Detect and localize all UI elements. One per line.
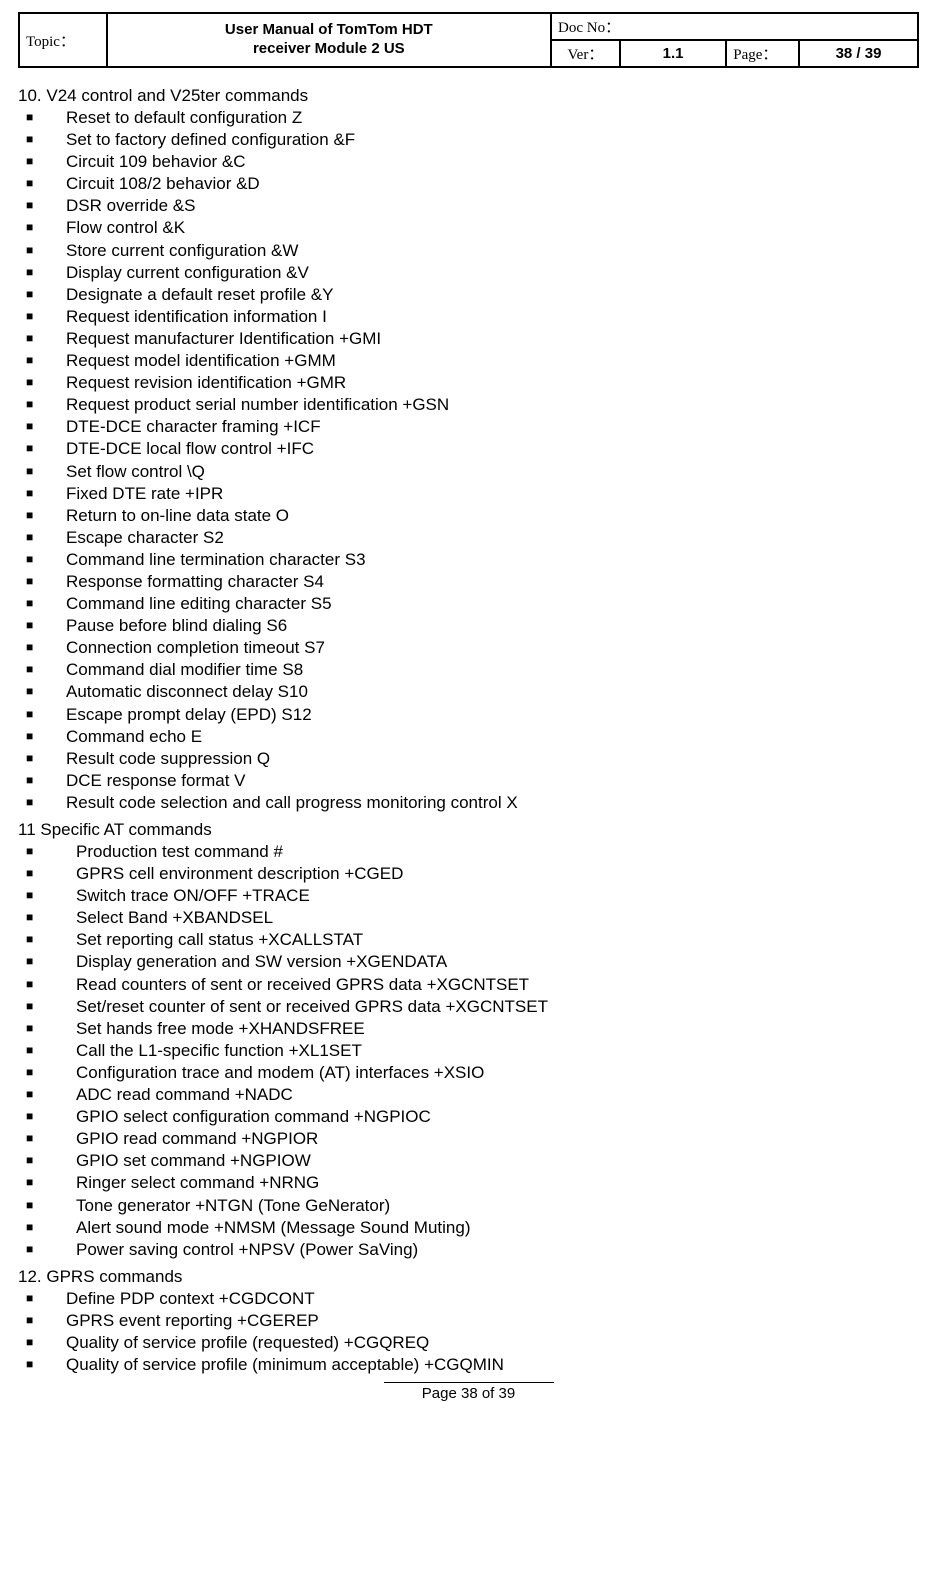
list-item: Ringer select command +NRNG	[18, 1172, 919, 1194]
list-item: Response formatting character S4	[18, 571, 919, 593]
list-item: Request revision identification +GMR	[18, 372, 919, 394]
list-item: Set to factory defined configuration &F	[18, 129, 919, 151]
list-item: Request identification information I	[18, 306, 919, 328]
list-item: Alert sound mode +NMSM (Message Sound Mu…	[18, 1217, 919, 1239]
ver-value: 1.1	[620, 40, 726, 67]
topic-label: Topic：	[19, 13, 107, 67]
title-line-1: User Manual of TomTom HDT	[225, 21, 433, 38]
docno-cell: Doc No：	[551, 13, 918, 40]
list-item: Power saving control +NPSV (Power SaVing…	[18, 1239, 919, 1261]
list-item: Select Band +XBANDSEL	[18, 907, 919, 929]
list-item: Define PDP context +CGDCONT	[18, 1288, 919, 1310]
document-title: User Manual of TomTom HDT receiver Modul…	[107, 13, 551, 67]
page-label: Page：	[726, 40, 799, 67]
list-item: Production test command #	[18, 841, 919, 863]
list-item: Automatic disconnect delay S10	[18, 681, 919, 703]
list-item: Return to on-line data state O	[18, 505, 919, 527]
list-item: DTE-DCE character framing +ICF	[18, 416, 919, 438]
list-item: Fixed DTE rate +IPR	[18, 483, 919, 505]
list-item: Result code suppression Q	[18, 748, 919, 770]
list-item: Switch trace ON/OFF +TRACE	[18, 885, 919, 907]
list-item: Set flow control \Q	[18, 461, 919, 483]
list-item: Circuit 108/2 behavior &D	[18, 173, 919, 195]
list-item: Configuration trace and modem (AT) inter…	[18, 1062, 919, 1084]
list-item: Request model identification +GMM	[18, 350, 919, 372]
section-10-title: 10. V24 control and V25ter commands	[18, 86, 919, 106]
list-item: Command line termination character S3	[18, 549, 919, 571]
docno-label: Doc No：	[558, 20, 620, 36]
list-item: Reset to default configuration Z	[18, 107, 919, 129]
document-header: Topic： User Manual of TomTom HDT receive…	[18, 12, 919, 68]
list-item: Request manufacturer Identification +GMI	[18, 328, 919, 350]
list-item: ADC read command +NADC	[18, 1084, 919, 1106]
list-item: Circuit 109 behavior &C	[18, 151, 919, 173]
list-item: Quality of service profile (requested) +…	[18, 1332, 919, 1354]
list-item: Request product serial number identifica…	[18, 394, 919, 416]
list-item: Read counters of sent or received GPRS d…	[18, 974, 919, 996]
page-footer: Page 38 of 39	[18, 1382, 919, 1402]
list-item: Display current configuration &V	[18, 262, 919, 284]
list-item: GPRS event reporting +CGEREP	[18, 1310, 919, 1332]
list-item: Command echo E	[18, 726, 919, 748]
list-item: Tone generator +NTGN (Tone GeNerator)	[18, 1195, 919, 1217]
section-11-title: 11 Specific AT commands	[18, 820, 919, 840]
section-10-list: Reset to default configuration ZSet to f…	[18, 107, 919, 814]
list-item: Designate a default reset profile &Y	[18, 284, 919, 306]
list-item: Set/reset counter of sent or received GP…	[18, 996, 919, 1018]
list-item: GPIO read command +NGPIOR	[18, 1128, 919, 1150]
list-item: Pause before blind dialing S6	[18, 615, 919, 637]
title-line-2: receiver Module 2 US	[253, 40, 405, 57]
list-item: DSR override &S	[18, 195, 919, 217]
list-item: Set hands free mode +XHANDSFREE	[18, 1018, 919, 1040]
section-12-title: 12. GPRS commands	[18, 1267, 919, 1287]
footer-text: Page 38 of 39	[422, 1385, 515, 1402]
ver-label: Ver：	[551, 40, 620, 67]
list-item: Result code selection and call progress …	[18, 792, 919, 814]
list-item: Connection completion timeout S7	[18, 637, 919, 659]
list-item: Set reporting call status +XCALLSTAT	[18, 929, 919, 951]
footer-divider	[384, 1382, 554, 1383]
list-item: Flow control &K	[18, 217, 919, 239]
list-item: DTE-DCE local flow control +IFC	[18, 438, 919, 460]
section-11-list: Production test command #GPRS cell envir…	[18, 841, 919, 1261]
list-item: Command line editing character S5	[18, 593, 919, 615]
list-item: Command dial modifier time S8	[18, 659, 919, 681]
section-12-list: Define PDP context +CGDCONTGPRS event re…	[18, 1288, 919, 1376]
list-item: Quality of service profile (minimum acce…	[18, 1354, 919, 1376]
list-item: Store current configuration &W	[18, 240, 919, 262]
page-value: 38 / 39	[799, 40, 918, 67]
list-item: Escape prompt delay (EPD) S12	[18, 704, 919, 726]
list-item: GPIO select configuration command +NGPIO…	[18, 1106, 919, 1128]
list-item: Display generation and SW version +XGEND…	[18, 951, 919, 973]
list-item: GPRS cell environment description +CGED	[18, 863, 919, 885]
list-item: GPIO set command +NGPIOW	[18, 1150, 919, 1172]
list-item: DCE response format V	[18, 770, 919, 792]
list-item: Escape character S2	[18, 527, 919, 549]
list-item: Call the L1-specific function +XL1SET	[18, 1040, 919, 1062]
